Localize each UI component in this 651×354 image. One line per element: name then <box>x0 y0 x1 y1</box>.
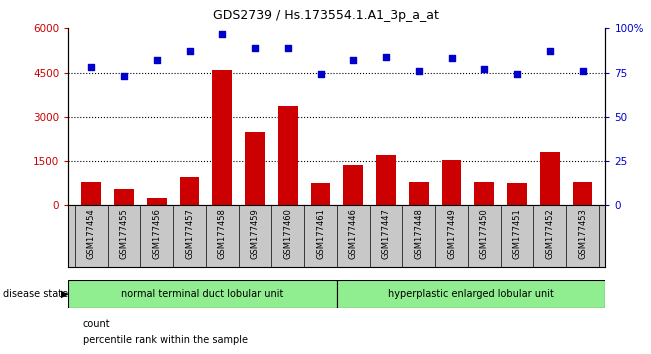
Text: GDS2739 / Hs.173554.1.A1_3p_a_at: GDS2739 / Hs.173554.1.A1_3p_a_at <box>213 9 438 22</box>
Bar <box>344 165 363 205</box>
Point <box>447 56 457 61</box>
Point <box>315 72 326 77</box>
Bar <box>311 183 330 205</box>
Point <box>119 73 130 79</box>
Text: GSM177456: GSM177456 <box>152 209 161 259</box>
Text: GSM177446: GSM177446 <box>349 209 358 259</box>
Bar <box>278 107 298 205</box>
Point <box>512 72 522 77</box>
Text: GSM177451: GSM177451 <box>512 209 521 259</box>
Point <box>283 45 293 51</box>
Text: GSM177448: GSM177448 <box>414 209 423 259</box>
Text: GSM177454: GSM177454 <box>87 209 96 259</box>
Bar <box>540 152 560 205</box>
Bar <box>507 183 527 205</box>
Point <box>544 48 555 54</box>
FancyBboxPatch shape <box>337 280 605 308</box>
Bar <box>573 182 592 205</box>
Bar <box>212 70 232 205</box>
Text: GSM177460: GSM177460 <box>283 209 292 259</box>
Point <box>184 48 195 54</box>
Point <box>250 45 260 51</box>
Text: GSM177450: GSM177450 <box>480 209 489 259</box>
Text: GSM177447: GSM177447 <box>381 209 391 259</box>
Bar <box>114 189 134 205</box>
Point <box>577 68 588 74</box>
Text: GSM177457: GSM177457 <box>185 209 194 259</box>
Text: count: count <box>83 319 110 329</box>
Point <box>413 68 424 74</box>
Text: normal terminal duct lobular unit: normal terminal duct lobular unit <box>122 289 284 299</box>
Text: GSM177458: GSM177458 <box>218 209 227 259</box>
Bar <box>147 198 167 205</box>
Text: hyperplastic enlarged lobular unit: hyperplastic enlarged lobular unit <box>388 289 554 299</box>
Text: GSM177461: GSM177461 <box>316 209 325 259</box>
Text: disease state: disease state <box>3 289 68 299</box>
Text: GSM177453: GSM177453 <box>578 209 587 259</box>
Bar <box>180 177 199 205</box>
Point <box>217 31 227 36</box>
Point <box>86 64 96 70</box>
FancyBboxPatch shape <box>68 280 337 308</box>
Text: GSM177455: GSM177455 <box>120 209 128 259</box>
Text: percentile rank within the sample: percentile rank within the sample <box>83 335 247 345</box>
Bar <box>409 182 428 205</box>
Text: GSM177459: GSM177459 <box>251 209 260 259</box>
Bar <box>475 182 494 205</box>
Point <box>479 66 490 72</box>
Text: GSM177452: GSM177452 <box>546 209 554 259</box>
Text: ▶: ▶ <box>61 289 68 299</box>
Bar <box>245 132 265 205</box>
Text: GSM177449: GSM177449 <box>447 209 456 259</box>
Bar <box>376 155 396 205</box>
Bar <box>81 182 101 205</box>
Bar <box>441 160 462 205</box>
Point <box>381 54 391 59</box>
Point <box>348 57 359 63</box>
Point <box>152 57 162 63</box>
